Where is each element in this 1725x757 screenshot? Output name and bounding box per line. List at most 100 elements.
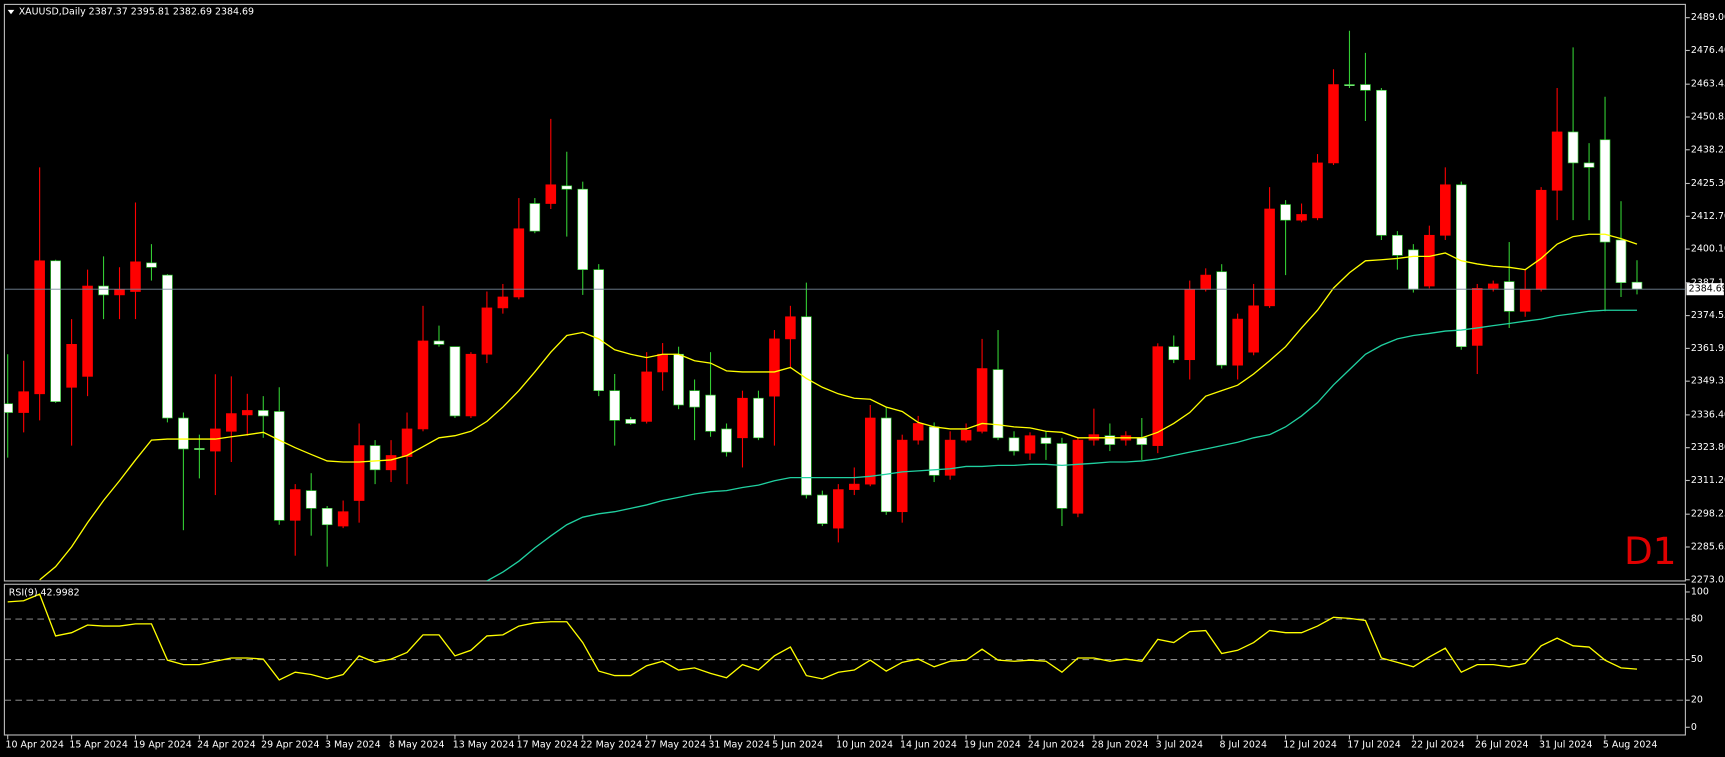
x-tick-label: 10 Apr 2024 [6, 739, 64, 750]
candle-body [769, 338, 780, 397]
candle-body [1040, 437, 1052, 444]
y-tick-label: 2298.25 [1691, 509, 1725, 520]
candle-body [785, 316, 796, 340]
candle-body [1471, 288, 1483, 346]
indicator-pane [4, 593, 1686, 701]
candle-body [114, 289, 125, 296]
axes: 2489.00 2476.40 2463.45 2450.85 2438.25 2425.… [6, 12, 1725, 750]
x-tick-label: 31 Jul 2024 [1539, 739, 1593, 750]
candle-body [529, 203, 541, 232]
candle-body [257, 410, 269, 417]
candle-body [1392, 234, 1403, 256]
candle-body [401, 428, 413, 457]
candle-body [849, 483, 860, 490]
candle-body [1072, 439, 1084, 514]
candle-body [577, 188, 589, 270]
candle-body [18, 391, 29, 413]
candle-body [801, 316, 812, 496]
candle-body [130, 261, 141, 292]
candle-body [545, 184, 557, 204]
candle-body [146, 262, 157, 268]
x-tick-label: 24 Jun 2024 [1028, 739, 1085, 750]
candle-body [1440, 184, 1451, 236]
candle-body [1631, 281, 1643, 290]
y-tick-label: 2285.65 [1691, 541, 1725, 552]
x-tick-label: 22 Jul 2024 [1411, 739, 1465, 750]
candle-body [1184, 289, 1196, 361]
candle-body [34, 260, 45, 395]
y-tick-label: 2387.15 [1691, 277, 1725, 288]
candle-body [880, 417, 892, 513]
candle-body [273, 411, 285, 521]
indicator-title: RSI(9) 42.9982 [9, 588, 80, 599]
candle-body [960, 429, 972, 441]
y-tick-label: 2438.25 [1691, 144, 1725, 155]
x-tick-label: 17 May 2024 [517, 739, 579, 750]
candle-body [465, 353, 477, 417]
candle-body [162, 274, 173, 419]
x-tick-label: 8 May 2024 [389, 739, 445, 750]
candle-body [242, 410, 253, 416]
candle-body [1152, 346, 1164, 446]
y-tick-label: 2412.70 [1691, 211, 1725, 222]
candle-body [1312, 162, 1323, 219]
y-tick-label: 2489.00 [1691, 12, 1725, 23]
candle-body [1456, 184, 1467, 348]
x-tick-label: 13 May 2024 [453, 739, 515, 750]
candle-body [513, 228, 525, 298]
x-tick-label: 5 Jun 2024 [772, 739, 823, 750]
candle-body [721, 428, 732, 453]
candle-body [657, 353, 668, 373]
x-tick-label: 8 Jul 2024 [1219, 739, 1266, 750]
timeframe-label: D1 [1624, 529, 1677, 573]
x-tick-label: 28 Jun 2024 [1092, 739, 1149, 750]
candle-body [705, 394, 716, 432]
candle-body [417, 340, 429, 430]
candle-body [226, 413, 237, 432]
candle-body [82, 285, 93, 377]
indicator-tick-label: 20 [1691, 695, 1703, 706]
candle-body [1264, 208, 1275, 307]
candle-body [1104, 435, 1116, 445]
candle-body [1056, 443, 1068, 509]
candle-body [66, 344, 77, 388]
candle-body [561, 185, 573, 190]
candle-body [433, 340, 445, 345]
candle-body [369, 445, 381, 471]
candle-body [1583, 162, 1595, 168]
candle-body [98, 285, 109, 296]
x-tick-label: 17 Jul 2024 [1347, 739, 1401, 750]
y-tick-label: 2336.40 [1691, 409, 1725, 420]
x-tick-label: 27 May 2024 [644, 739, 706, 750]
x-tick-label: 3 May 2024 [325, 739, 381, 750]
rsi-line [7, 593, 1638, 681]
candle-body [1376, 89, 1387, 236]
main-pane-frame [3, 3, 1686, 582]
y-tick-label: 2463.45 [1691, 79, 1725, 90]
y-tick-label: 2311.20 [1691, 475, 1725, 486]
candle-body [593, 269, 604, 392]
candle-body [1024, 435, 1036, 454]
candle-body [353, 445, 365, 501]
candle-body [1487, 283, 1499, 289]
x-tick-label: 10 Jun 2024 [836, 739, 893, 750]
y-tick-label: 2361.95 [1691, 343, 1725, 354]
candle-body [1136, 437, 1148, 445]
candle-body [689, 390, 700, 408]
candle-body [1344, 84, 1355, 87]
candle-body [609, 390, 620, 421]
y-tick-label: 2323.80 [1691, 442, 1725, 453]
candle-body [1200, 274, 1211, 290]
indicator-tick-label: 100 [1691, 586, 1709, 597]
x-tick-label: 3 Jul 2024 [1156, 739, 1203, 750]
candle-body [497, 296, 509, 309]
y-tick-label: 2273.05 [1691, 574, 1725, 585]
candle-body [944, 439, 956, 476]
candle-body [833, 489, 844, 529]
x-tick-label: 14 Jun 2024 [900, 739, 957, 750]
candle-body [976, 368, 988, 432]
candle-body [481, 307, 493, 355]
candle-body [449, 346, 461, 417]
